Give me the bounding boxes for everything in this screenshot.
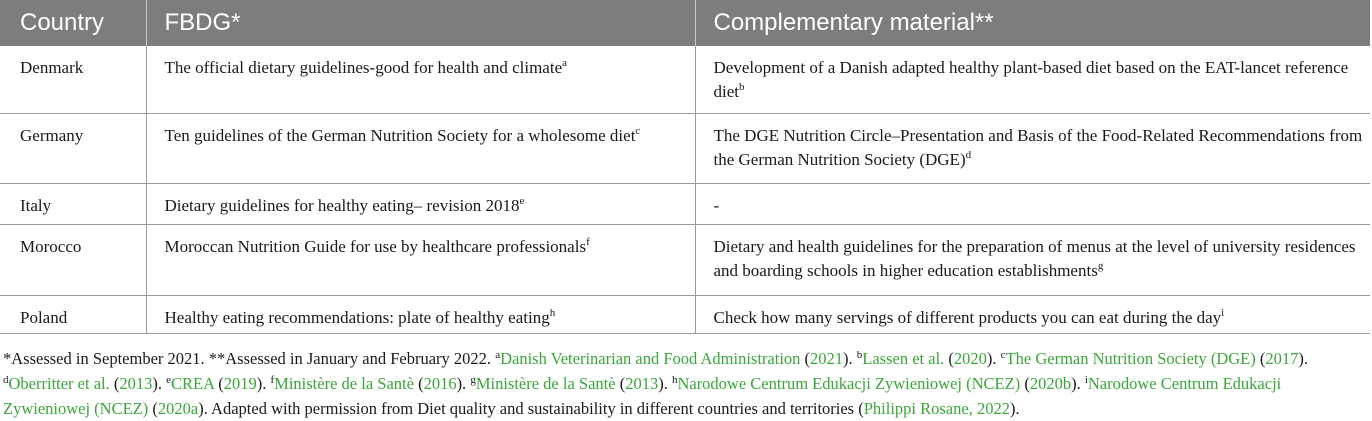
complementary-footnote-mark: b: [739, 81, 745, 93]
cell-country: Denmark: [0, 46, 146, 114]
footnote-paren: (: [944, 349, 954, 368]
footnote-paren: (: [109, 374, 120, 393]
fbdg-text: Moroccan Nutrition Guide for use by heal…: [164, 237, 587, 256]
footnote-mark-g: g: [470, 374, 476, 386]
footnote-paren: ).: [152, 374, 167, 393]
cell-complementary: Dietary and health guidelines for the pr…: [694, 224, 1370, 296]
table-row: Denmark The official dietary guidelines-…: [0, 46, 1370, 114]
reference-link-c[interactable]: The German Nutrition Society (DGE): [1005, 349, 1256, 368]
reference-link-e[interactable]: CREA: [171, 374, 215, 393]
reference-link-a[interactable]: Danish Veterinarian and Food Administrat…: [500, 349, 801, 368]
footnote-paren: ).: [1298, 349, 1308, 368]
reference-year-link-g[interactable]: 2013: [625, 374, 659, 393]
cell-complementary: Check how many servings of different pro…: [694, 295, 1370, 334]
complementary-footnote-mark: i: [1221, 307, 1225, 319]
footnote-paren: ).: [986, 349, 1001, 368]
cell-fbdg: Dietary guidelines for healthy eating– r…: [145, 183, 695, 225]
reference-link-i[interactable]: Narodowe Centrum Edukacji Zywieniowej (N…: [3, 374, 1282, 418]
table-row: Poland Healthy eating recommendations: p…: [0, 295, 1370, 334]
reference-link-f[interactable]: Ministère de la Santè: [274, 374, 414, 393]
footnote-mark-a: a: [495, 349, 501, 361]
table-body: Denmark The official dietary guidelines-…: [0, 46, 1370, 334]
footnote-paren: ).: [843, 349, 857, 368]
cell-fbdg: Ten guidelines of the German Nutrition S…: [145, 113, 695, 184]
reference-link-b[interactable]: Lassen et al.: [862, 349, 945, 368]
fbdg-table: Country FBDG* Complementary material** D…: [0, 0, 1370, 334]
cell-complementary: -: [694, 183, 1370, 225]
footnote-mark-c: c: [1000, 349, 1006, 361]
reference-year-link-b[interactable]: 2020: [953, 349, 987, 368]
cell-country: Italy: [0, 183, 146, 225]
cell-complementary: The DGE Nutrition Circle–Presentation an…: [694, 113, 1370, 184]
reference-link-h[interactable]: Narodowe Centrum Edukacji Zywieniowej (N…: [677, 374, 1021, 393]
fbdg-text: Dietary guidelines for healthy eating– r…: [164, 196, 520, 215]
complementary-text: -: [713, 196, 720, 215]
cell-complementary: Development of a Danish adapted healthy …: [694, 46, 1370, 114]
reference-year-link-e[interactable]: 2019: [223, 374, 257, 393]
reference-year-link-f[interactable]: 2016: [423, 374, 457, 393]
reference-year-link-a[interactable]: 2021: [810, 349, 844, 368]
footnote-mark-h: h: [671, 374, 678, 386]
footnote-adapted-text: ). Adapted with permission from Diet qua…: [198, 399, 864, 418]
complementary-footnote-mark: d: [965, 149, 972, 161]
footnote-paren: (: [214, 374, 224, 393]
footnote-paren: (: [148, 399, 158, 418]
reference-link-source[interactable]: Philippi Rosane, 2022: [863, 399, 1010, 418]
cell-country: Germany: [0, 113, 146, 184]
table-footnote: *Assessed in September 2021. **Assessed …: [3, 346, 1369, 421]
header-row: Country FBDG* Complementary material**: [0, 0, 1370, 46]
footnote-mark-d: d: [3, 374, 9, 386]
cell-country: Morocco: [0, 224, 146, 296]
cell-country: Poland: [0, 295, 146, 334]
fbdg-footnote-mark: c: [635, 125, 641, 137]
reference-year-link-h[interactable]: 2020b: [1029, 374, 1072, 393]
footnote-paren: ).: [256, 374, 271, 393]
cell-fbdg: The official dietary guidelines-good for…: [145, 46, 695, 114]
cell-fbdg: Moroccan Nutrition Guide for use by heal…: [145, 224, 695, 296]
footnote-paren: ).: [1009, 399, 1020, 418]
table-row: Germany Ten guidelines of the German Nut…: [0, 113, 1370, 184]
table-row: Morocco Moroccan Nutrition Guide for use…: [0, 224, 1370, 296]
complementary-footnote-mark: g: [1097, 260, 1104, 272]
complementary-text: The DGE Nutrition Circle–Presentation an…: [713, 126, 1363, 169]
complementary-text: Check how many servings of different pro…: [713, 308, 1222, 327]
table-header: Country FBDG* Complementary material**: [0, 0, 1370, 46]
complementary-text: Dietary and health guidelines for the pr…: [713, 237, 1356, 280]
fbdg-text: The official dietary guidelines-good for…: [164, 58, 563, 77]
reference-year-link-d[interactable]: 2013: [119, 374, 153, 393]
cell-fbdg: Healthy eating recommendations: plate of…: [145, 295, 695, 334]
footnote-paren: ).: [658, 374, 672, 393]
header-country: Country: [0, 0, 146, 46]
fbdg-footnote-mark: e: [519, 195, 525, 207]
fbdg-footnote-mark: h: [549, 307, 556, 319]
fbdg-footnote-mark: f: [586, 236, 590, 248]
footnote-mark-b: b: [856, 349, 863, 361]
table-row: Italy Dietary guidelines for healthy eat…: [0, 183, 1370, 225]
fbdg-footnote-mark: a: [562, 57, 568, 69]
footnote-paren: (: [800, 349, 811, 368]
fbdg-text: Ten guidelines of the German Nutrition S…: [164, 126, 636, 145]
footnote-paren: (: [413, 374, 424, 393]
footnote-mark-e: e: [166, 374, 172, 386]
footnote-paren: (: [1255, 349, 1266, 368]
footnote-mark-f: f: [270, 374, 275, 386]
footnote-paren: (: [615, 374, 626, 393]
footnote-paren: ).: [1071, 374, 1085, 393]
complementary-text: Development of a Danish adapted healthy …: [713, 58, 1349, 101]
reference-year-link-i[interactable]: 2020a: [157, 399, 199, 418]
footnote-paren: ).: [456, 374, 471, 393]
reference-link-d[interactable]: Oberritter et al.: [8, 374, 110, 393]
reference-link-g[interactable]: Ministère de la Santè: [475, 374, 616, 393]
footnote-assessed-text: *Assessed in September 2021. **Assessed …: [3, 349, 496, 368]
reference-year-link-c[interactable]: 2017: [1265, 349, 1299, 368]
footnote-mark-i: i: [1084, 374, 1088, 386]
fbdg-text: Healthy eating recommendations: plate of…: [164, 308, 550, 327]
header-complementary: Complementary material**: [694, 0, 1370, 46]
header-fbdg: FBDG*: [145, 0, 695, 46]
footnote-paren: (: [1020, 374, 1030, 393]
